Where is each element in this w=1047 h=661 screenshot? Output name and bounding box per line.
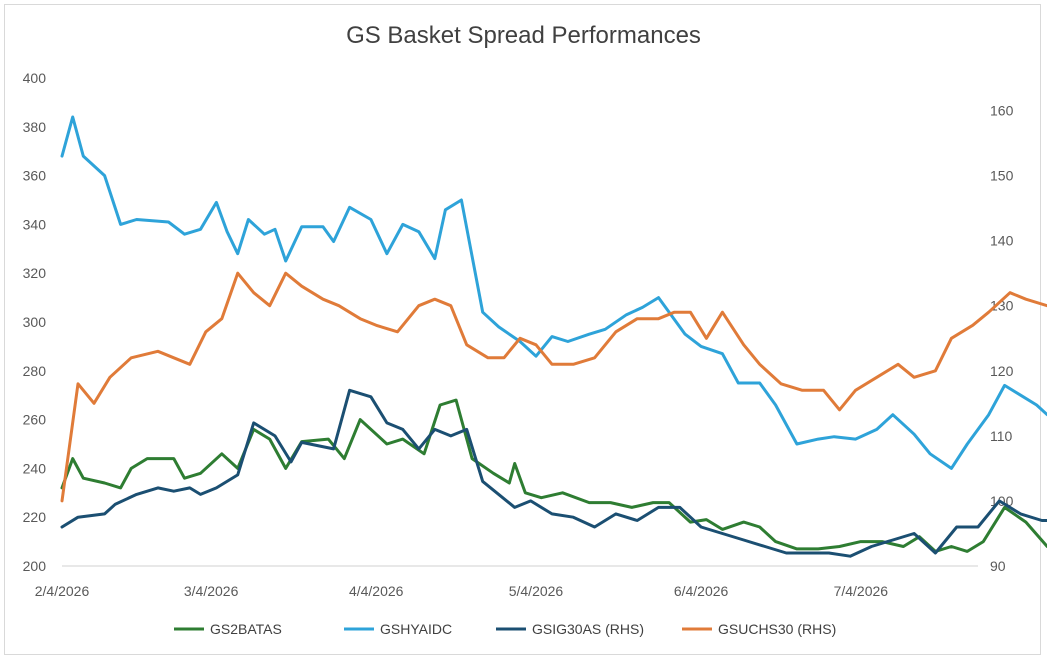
axes: 2002202402602803003203403603804009010011… <box>23 70 1014 599</box>
y-left-tick-label: 340 <box>23 216 47 232</box>
series-line-0 <box>60 398 1047 553</box>
x-tick-label: 5/4/2026 <box>509 583 564 599</box>
y-right-tick-label: 160 <box>990 103 1014 119</box>
chart-title: GS Basket Spread Performances <box>346 22 701 49</box>
x-tick-label: 6/4/2026 <box>674 583 729 599</box>
series-line-3 <box>60 271 1047 503</box>
y-left-tick-label: 400 <box>23 70 47 86</box>
x-tick-label: 3/4/2026 <box>184 583 239 599</box>
legend-label: GS2BATAS <box>210 621 282 637</box>
y-right-tick-label: 120 <box>990 363 1014 379</box>
y-left-tick-label: 240 <box>23 460 47 476</box>
y-left-tick-label: 380 <box>23 119 47 135</box>
legend-label: GSIG30AS (RHS) <box>532 621 644 637</box>
series-line-1 <box>60 115 1047 470</box>
y-left-tick-label: 280 <box>23 363 47 379</box>
y-right-tick-label: 90 <box>990 558 1006 574</box>
x-tick-label: 2/4/2026 <box>35 583 90 599</box>
x-tick-label: 7/4/2026 <box>834 583 889 599</box>
legend: GS2BATAS GSHYAIDC GSIG30AS (RHS) GSUCHS30 (… <box>174 621 836 637</box>
legend-label: GSHYAIDC <box>380 621 452 637</box>
y-right-tick-label: 150 <box>990 168 1014 184</box>
y-right-tick-label: 140 <box>990 233 1014 249</box>
x-tick-label: 4/4/2026 <box>349 583 404 599</box>
y-left-tick-label: 200 <box>23 558 47 574</box>
plot-area <box>60 115 1047 558</box>
y-left-tick-label: 320 <box>23 265 47 281</box>
y-left-tick-label: 220 <box>23 509 47 525</box>
chart-frame <box>4 4 1041 655</box>
y-right-tick-label: 130 <box>990 298 1014 314</box>
y-left-tick-label: 360 <box>23 168 47 184</box>
y-right-tick-label: 110 <box>990 428 1013 444</box>
series-line-2 <box>60 388 1047 558</box>
legend-label: GSUCHS30 (RHS) <box>718 621 836 637</box>
y-left-tick-label: 260 <box>23 412 47 428</box>
y-left-tick-label: 300 <box>23 314 47 330</box>
